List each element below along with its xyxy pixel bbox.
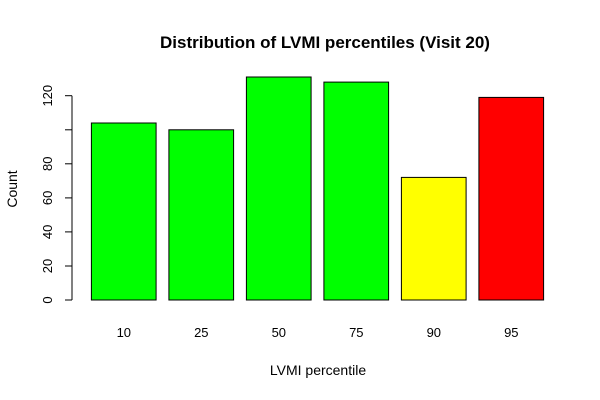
- x-axis-tick-labels: 10 25 50 75 90 95: [117, 325, 519, 340]
- y-axis-label: Count: [4, 170, 20, 207]
- y-tick-label-80: 80: [40, 157, 55, 171]
- bar-90: [400, 176, 467, 301]
- x-tick-label-50: 50: [272, 325, 286, 340]
- y-tick-label-120: 120: [40, 85, 55, 107]
- x-tick-label-25: 25: [194, 325, 208, 340]
- bar-95: [478, 96, 545, 301]
- bar-50: [245, 76, 312, 301]
- x-tick-label-95: 95: [504, 325, 518, 340]
- y-tick-label-20: 20: [40, 259, 55, 273]
- bar-10: [90, 122, 157, 301]
- bar-75: [323, 81, 390, 301]
- x-axis-label: LVMI percentile: [270, 362, 366, 378]
- bars-group: [90, 76, 545, 301]
- y-axis-ticks: 0 20 40 60 80 120: [40, 85, 72, 304]
- bar-25: [168, 129, 235, 301]
- x-tick-label-90: 90: [427, 325, 441, 340]
- chart-title: Distribution of LVMI percentiles (Visit …: [160, 33, 490, 52]
- x-tick-label-10: 10: [117, 325, 131, 340]
- y-tick-label-0: 0: [40, 296, 55, 303]
- x-tick-label-75: 75: [349, 325, 363, 340]
- y-tick-label-60: 60: [40, 191, 55, 205]
- y-tick-label-40: 40: [40, 225, 55, 239]
